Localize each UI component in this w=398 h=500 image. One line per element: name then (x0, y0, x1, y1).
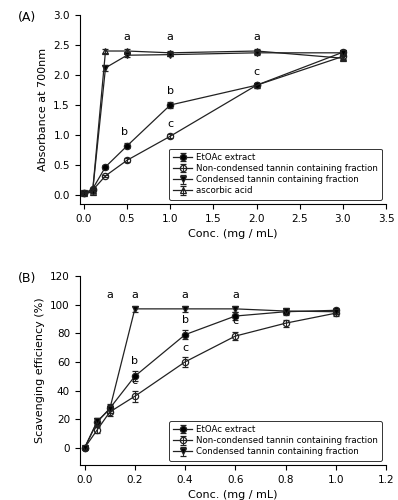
Text: c: c (254, 67, 259, 77)
Text: c: c (132, 376, 138, 386)
Text: b: b (121, 128, 128, 138)
Text: b: b (181, 314, 189, 324)
Text: a: a (253, 32, 260, 42)
Y-axis label: Scavenging efficiency (%): Scavenging efficiency (%) (35, 298, 45, 444)
Text: c: c (182, 344, 188, 353)
Text: a: a (106, 290, 113, 300)
X-axis label: Conc. (mg / mL): Conc. (mg / mL) (188, 230, 277, 239)
Text: c: c (167, 119, 173, 129)
Y-axis label: Absorbance at 700nm: Absorbance at 700nm (38, 48, 48, 171)
Text: c: c (232, 316, 238, 326)
Text: (A): (A) (18, 11, 37, 24)
Text: a: a (232, 290, 239, 300)
Text: a: a (167, 32, 174, 42)
Legend: EtOAc extract, Non-condensed tannin containing fraction, Condensed tannin contai: EtOAc extract, Non-condensed tannin cont… (169, 148, 382, 200)
Legend: EtOAc extract, Non-condensed tannin containing fraction, Condensed tannin contai: EtOAc extract, Non-condensed tannin cont… (169, 421, 382, 461)
Text: (B): (B) (18, 272, 37, 285)
X-axis label: Conc. (mg / mL): Conc. (mg / mL) (188, 490, 277, 500)
Text: a: a (124, 32, 131, 42)
Text: b: b (131, 356, 139, 366)
Text: a: a (181, 290, 189, 300)
Text: a: a (131, 290, 138, 300)
Text: b: b (167, 86, 174, 96)
